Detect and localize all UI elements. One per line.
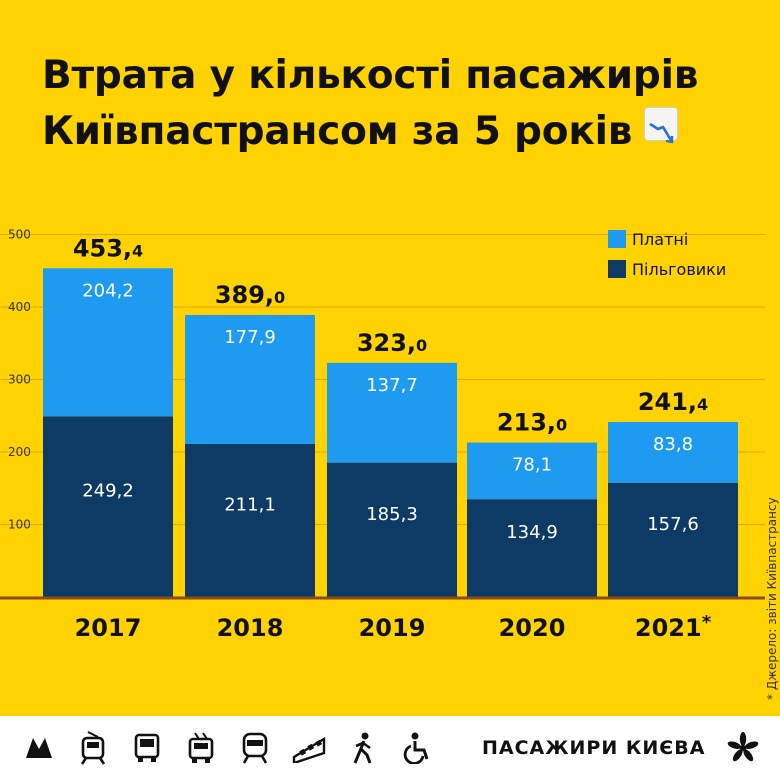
x-tick-label: 2019: [359, 614, 426, 642]
wheelchair-icon: [400, 731, 434, 765]
metro-icon: [22, 731, 56, 765]
y-tick-label: 300: [8, 373, 31, 387]
title-line-2-text: Київпастрансом за 5 років: [42, 109, 633, 154]
brand-name: ПАСАЖИРИ КИЄВА: [482, 737, 706, 759]
x-tick-label: 2017: [75, 614, 142, 642]
total-label: 453,4: [73, 234, 143, 262]
footer-bar: ПАСАЖИРИ КИЄВА: [0, 716, 780, 780]
x-tick-label: 2018: [217, 614, 284, 642]
legend-label: Платні: [632, 230, 688, 249]
data-label-paid: 204,2: [82, 280, 134, 301]
legend-swatch: [608, 230, 626, 248]
tram-icon: [76, 731, 110, 765]
bar-benefits: [608, 482, 738, 597]
source-note: * Джерело: звіти Київпастрансу: [765, 497, 779, 700]
data-label-paid: 137,7: [366, 375, 418, 396]
bar-benefits: [43, 416, 173, 597]
y-tick-label: 400: [8, 300, 31, 314]
transport-icons: [22, 731, 454, 765]
total-label: 323,0: [357, 329, 427, 357]
total-label: 241,4: [638, 388, 708, 416]
trolleybus-icon: [184, 731, 218, 765]
data-label-paid: 83,8: [653, 434, 693, 455]
bar-benefits: [327, 462, 457, 597]
bar-paid: [185, 314, 315, 444]
data-label-paid: 78,1: [512, 455, 552, 476]
data-label-benefits: 211,1: [224, 494, 276, 515]
chestnut-leaf-icon: [726, 731, 760, 765]
y-axis-ticks: 100 200 300 400 500: [8, 228, 31, 532]
data-label-benefits: 249,2: [82, 481, 134, 502]
train-icon: [238, 731, 272, 765]
title-line-2: Київпастрансом за 5 років: [42, 104, 698, 160]
bar-benefits: [467, 499, 597, 597]
legend: Платні Пільговики: [608, 230, 726, 279]
y-tick-label: 500: [8, 228, 31, 242]
y-tick-label: 100: [8, 518, 31, 532]
data-labels: 249,2 204,2 453,4 211,1 177,9 389,0 185,3 137,7…: [73, 234, 708, 543]
bar-paid: [608, 421, 738, 483]
total-label: 213,0: [497, 409, 567, 437]
bar-paid: [467, 442, 597, 500]
y-tick-label: 200: [8, 445, 31, 459]
chart-title: Втрата у кількості пасажирів Київпастран…: [42, 48, 698, 160]
x-axis-ticks: 2017 2018 2019 2020 2021*: [75, 612, 712, 642]
legend-swatch: [608, 260, 626, 278]
bar-benefits: [185, 443, 315, 597]
bus-icon: [130, 731, 164, 765]
total-label: 389,0: [215, 281, 285, 309]
title-line-1: Втрата у кількості пасажирів: [42, 53, 699, 98]
chart-decreasing-icon: [644, 107, 679, 144]
x-tick-label: 2021*: [635, 612, 712, 642]
pedestrian-icon: [346, 731, 380, 765]
data-label-benefits: 185,3: [366, 504, 418, 525]
bars: [0, 268, 765, 600]
data-label-paid: 177,9: [224, 327, 276, 348]
stacked-bar-chart: 100 200 300 400 500 249,2 204,2 453,4 211,1 177,…: [0, 228, 765, 642]
legend-label: Пільговики: [632, 260, 726, 279]
data-label-benefits: 134,9: [506, 522, 558, 543]
funicular-icon: [292, 731, 326, 765]
x-tick-label: 2020: [499, 614, 566, 642]
data-label-benefits: 157,6: [647, 514, 699, 535]
bar-paid: [327, 362, 457, 463]
bar-paid: [43, 268, 173, 417]
